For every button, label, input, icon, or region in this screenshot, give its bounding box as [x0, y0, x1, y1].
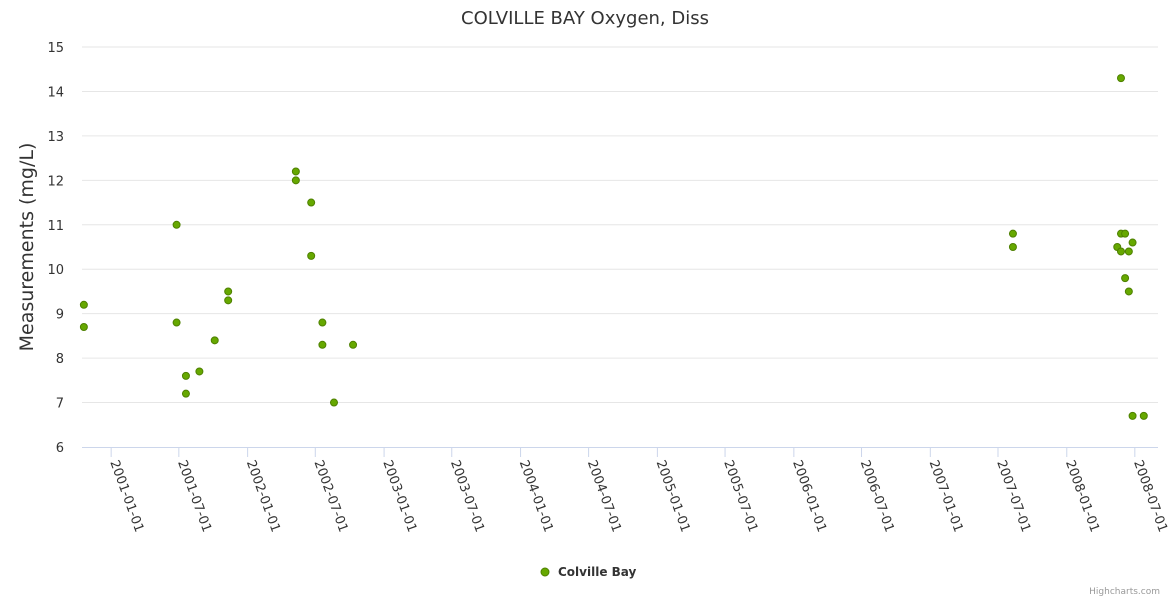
data-point[interactable] [1128, 411, 1137, 420]
data-point[interactable] [318, 318, 327, 327]
y-tick-label: 10 [47, 263, 64, 278]
data-point[interactable] [307, 251, 316, 260]
data-point[interactable] [181, 371, 190, 380]
grid-lines [82, 46, 1158, 404]
data-point[interactable] [318, 340, 327, 349]
x-tick-label: 2004-01-01 [516, 458, 556, 534]
data-point[interactable] [1139, 411, 1148, 420]
data-point[interactable] [1121, 229, 1130, 238]
x-tick-label: 2004-07-01 [584, 458, 624, 534]
data-point[interactable] [1008, 229, 1017, 238]
data-point[interactable] [172, 318, 181, 327]
x-tick-label: 2007-07-01 [993, 458, 1033, 534]
chart-title: COLVILLE BAY Oxygen, Diss [461, 8, 709, 29]
series-colville-bay [79, 74, 1148, 420]
x-tick-label: 2008-01-01 [1062, 458, 1102, 534]
x-tick-label: 2001-01-01 [106, 458, 146, 534]
y-tick-label: 12 [47, 174, 64, 189]
x-tick-label: 2002-01-01 [243, 458, 283, 534]
data-point[interactable] [291, 167, 300, 176]
legend-item-colville-bay[interactable]: Colville Bay [558, 565, 637, 579]
data-point[interactable] [79, 300, 88, 309]
y-tick-label: 8 [56, 352, 64, 367]
data-point[interactable] [79, 323, 88, 331]
data-point[interactable] [181, 389, 190, 398]
x-tick-label: 2008-07-01 [1130, 458, 1170, 534]
data-point[interactable] [1128, 238, 1137, 247]
data-point[interactable] [307, 198, 316, 207]
data-point[interactable] [210, 336, 219, 345]
x-tick-label: 2001-07-01 [174, 458, 214, 534]
legend-symbol [540, 567, 550, 577]
data-point[interactable] [349, 340, 358, 349]
x-tick-label: 2002-07-01 [311, 458, 351, 534]
y-tick-label: 11 [47, 219, 64, 234]
y-axis-ticks: 6 7 8 9 10 11 12 13 14 15 [47, 41, 64, 456]
data-point[interactable] [1124, 287, 1133, 296]
data-point[interactable] [172, 220, 181, 229]
data-point[interactable] [329, 398, 338, 407]
data-point[interactable] [1008, 243, 1017, 251]
data-point[interactable] [195, 367, 204, 376]
data-point[interactable] [224, 296, 233, 305]
data-point[interactable] [1116, 247, 1125, 256]
data-point[interactable] [291, 176, 300, 185]
x-tick-label: 2006-07-01 [857, 458, 897, 534]
data-point[interactable] [1121, 274, 1130, 283]
y-tick-label: 9 [56, 308, 64, 323]
x-tick-label: 2005-07-01 [720, 458, 760, 534]
x-tick-label: 2006-01-01 [789, 458, 829, 534]
data-point[interactable] [1116, 74, 1125, 83]
y-tick-label: 15 [47, 41, 64, 56]
y-axis-label: Measurements (mg/L) [16, 143, 38, 352]
y-tick-label: 13 [47, 130, 64, 145]
y-tick-label: 7 [56, 397, 64, 412]
x-axis: 2001-01-01 2001-07-01 2002-01-01 2002-07-01… [82, 447, 1170, 534]
legend[interactable]: Colville Bay [540, 565, 637, 579]
data-point[interactable] [1124, 247, 1133, 256]
x-tick-label: 2005-01-01 [653, 458, 693, 534]
x-tick-label: 2003-07-01 [447, 458, 487, 534]
data-point[interactable] [224, 287, 233, 296]
x-tick-label: 2007-01-01 [926, 458, 966, 534]
y-tick-label: 14 [47, 85, 64, 100]
x-tick-label: 2003-01-01 [379, 458, 419, 534]
y-tick-label: 6 [56, 441, 64, 456]
credits-link[interactable]: Highcharts.com [1089, 587, 1160, 597]
